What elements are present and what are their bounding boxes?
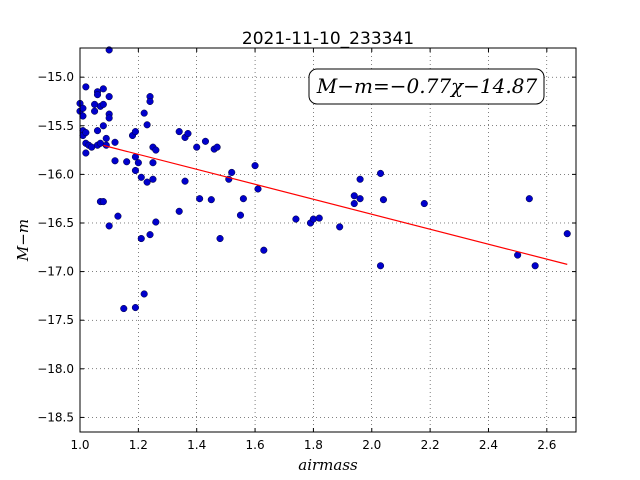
x-tick-label: 1.6 [246,438,265,452]
data-point [251,162,259,170]
data-point [181,177,189,185]
data-point [260,246,268,254]
data-point [134,159,142,167]
data-point [175,128,183,136]
data-point [292,215,300,223]
data-point [213,143,221,151]
data-point [236,211,245,219]
data-point [525,195,533,203]
data-point [356,195,364,203]
grid-lines [79,48,576,432]
data-point [207,196,215,204]
y-tick-label: −17.5 [37,313,74,327]
data-point [111,157,119,165]
data-point [93,127,102,135]
data-point [99,122,107,130]
data-point [309,215,317,223]
x-tick-label: 2.6 [537,438,556,452]
data-point [120,304,128,313]
data-point [105,114,113,122]
y-tick-label: −18.0 [37,362,74,376]
data-point [99,198,107,206]
data-point [82,149,90,157]
data-point [350,199,358,208]
data-point [93,91,102,99]
data-point [193,143,201,151]
data-point [82,129,90,137]
data-point [315,214,323,222]
data-point [131,166,139,175]
data-point [146,97,154,106]
data-point [99,85,107,93]
data-point [82,83,90,91]
y-tick-label: −16.0 [37,167,74,181]
data-point [228,168,236,176]
data-point [356,175,364,183]
data-point [563,230,571,238]
axis-ticks: 1.0 1.2 1.4 1.6 1.8 2.0 2.2 2.4 2.6 −15.0 −15.5 −16… [37,48,576,452]
y-tick-label: −17.0 [37,265,74,279]
data-point [111,138,119,146]
y-axis-label: M−m [14,219,32,262]
y-tick-label: −16.5 [37,216,74,230]
data-point [143,178,151,186]
data-point [184,129,192,138]
x-tick-label: 2.4 [479,438,498,452]
x-tick-label: 2.0 [362,438,381,452]
x-tick-label: 1.4 [187,438,206,452]
data-point [131,304,139,312]
data-point [114,212,122,220]
x-tick-label: 1.0 [70,438,89,452]
data-point [137,173,145,181]
data-point [140,290,148,298]
data-point [196,195,204,203]
data-point [146,231,154,239]
data-point [201,137,210,145]
x-tick-label: 1.8 [304,438,323,452]
data-point [216,234,224,243]
y-tick-label: −15.0 [37,70,74,84]
data-point [99,100,107,108]
y-tick-label: −18.5 [37,410,74,424]
data-point [79,112,87,120]
data-point [102,134,110,142]
plot-frame [79,47,577,433]
data-point [350,192,358,200]
data-point [140,109,148,117]
fit-line [103,144,568,265]
data-point [149,175,157,183]
data-point [131,128,139,136]
chart-title: 2021-11-10_233341 [242,29,414,49]
fit-annotation: M−m=−0.77χ−14.87 [308,68,545,105]
data-point [137,234,145,243]
annotation-text: M−m=−0.77χ−14.87 [316,74,538,98]
x-tick-label: 1.2 [129,438,148,452]
data-point [123,158,131,166]
x-axis-label: airmass [298,456,358,474]
fit-line-segment [103,144,568,265]
data-point [91,107,99,115]
data-point [152,218,160,226]
data-point [175,207,183,215]
data-point [79,104,87,112]
x-tick-label: 2.2 [421,438,440,452]
data-points [76,46,571,313]
data-point [376,169,385,177]
data-point [254,185,262,193]
data-point [105,222,113,230]
data-point [420,199,428,208]
y-tick-label: −15.5 [37,119,74,133]
data-point [149,159,157,167]
data-point [143,121,151,129]
data-point [531,262,539,270]
data-point [152,146,160,154]
data-point [336,223,344,231]
annotation-box [308,68,545,105]
data-point [379,196,387,204]
data-point [105,93,113,101]
data-point [376,262,385,270]
data-point [239,195,247,203]
